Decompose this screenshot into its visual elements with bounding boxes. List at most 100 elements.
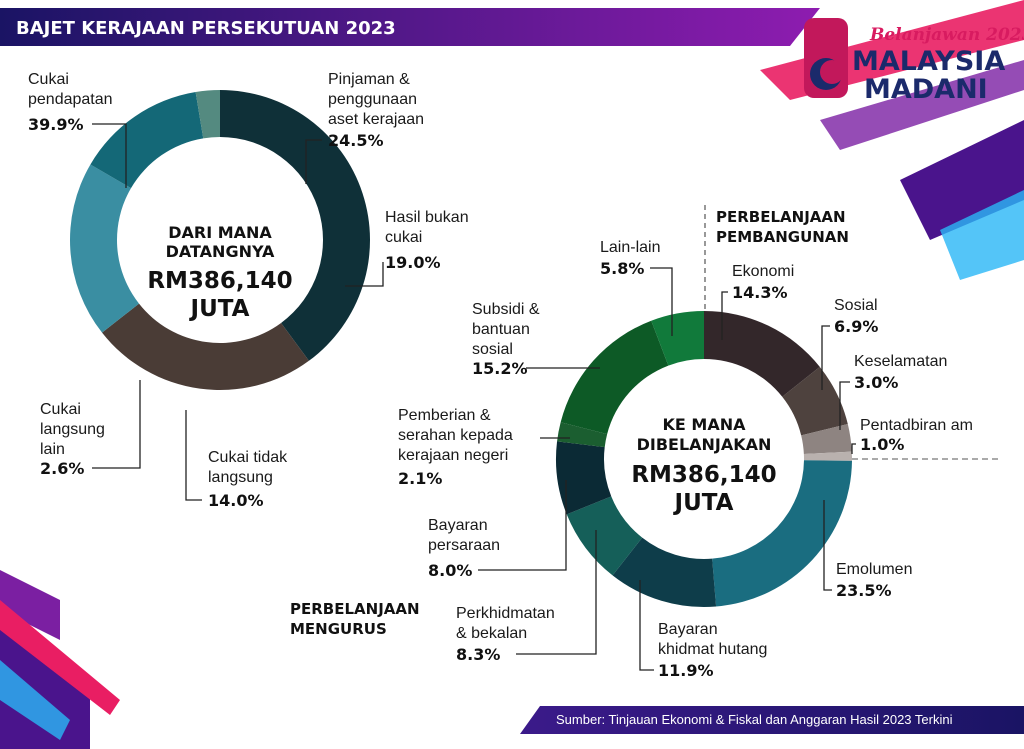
center-line-4: JUTA — [189, 296, 250, 322]
center-line-3: RM386,140 — [631, 462, 776, 488]
label-line: cukai — [385, 229, 422, 246]
label-line: langsung — [40, 421, 105, 438]
banner-shape — [0, 8, 820, 46]
revenue-donut-chart: DARI MANA DATANGNYA RM386,140 JUTA Cukai… — [28, 71, 469, 510]
label-line: kerajaan negeri — [398, 447, 508, 464]
expenditure-center-label: KE MANA DIBELANJAKAN RM386,140 JUTA — [631, 415, 776, 516]
label-bayaran-persaraan: Bayaran persaraan 8.0% — [428, 480, 567, 580]
label-line: Ekonomi — [732, 263, 794, 280]
label-line: persaraan — [428, 537, 500, 554]
logo-line1: MALAYSIA — [852, 46, 1005, 77]
label-line: Subsidi & — [472, 301, 540, 318]
label-line: bantuan — [472, 321, 530, 338]
label-line: langsung — [208, 469, 273, 486]
label-line: Cukai — [28, 71, 69, 88]
label-line: khidmat hutang — [658, 641, 767, 658]
donut-slice — [566, 496, 643, 576]
label-bayaran-khidmat-hutang: Bayaran khidmat hutang 11.9% — [639, 580, 767, 680]
center-line-4: JUTA — [673, 490, 734, 516]
label-perkhidmatan-bekalan: Perkhidmatan & bekalan 8.3% — [456, 530, 597, 664]
donut-slice — [102, 303, 309, 390]
label-line: Pentadbiran am — [860, 417, 973, 434]
group-line: PEMBANGUNAN — [716, 228, 849, 246]
value-label: 23.5% — [836, 581, 892, 600]
group-line: MENGURUS — [290, 620, 387, 638]
label-line: Pinjaman & — [328, 71, 410, 88]
donut-slice — [90, 91, 204, 189]
malaysia-madani-logo: Belanjawan 2023 MALAYSIA MADANI — [804, 18, 1024, 105]
value-label: 11.9% — [658, 661, 714, 680]
value-label: 6.9% — [834, 317, 878, 336]
label-pinjaman: Pinjaman & penggunaan aset kerajaan 24.5% — [305, 71, 424, 184]
label-line: Perkhidmatan — [456, 605, 555, 622]
value-label: 39.9% — [28, 115, 84, 134]
value-label: 15.2% — [472, 359, 528, 378]
label-line: Keselamatan — [854, 353, 947, 370]
donut-slice — [712, 460, 852, 607]
svg-text:Perkhidmatan& bekalan: Perkhidmatan & bekalan — [456, 605, 555, 642]
donut-slice — [560, 320, 669, 435]
donut-slice — [220, 90, 370, 361]
center-line-2: DIBELANJAKAN — [637, 435, 772, 454]
donut-slice — [69, 164, 140, 333]
value-label: 3.0% — [854, 373, 898, 392]
label-line: Hasil bukan — [385, 209, 469, 226]
label-subsidi: Subsidi & bantuan sosial 15.2% — [472, 301, 600, 378]
label-line: Emolumen — [836, 561, 912, 578]
label-ekonomi: Ekonomi 14.3% — [721, 263, 794, 340]
value-label: 24.5% — [328, 131, 384, 150]
label-hasil-bukan-cukai: Hasil bukan cukai 19.0% — [345, 209, 469, 287]
donut-slice — [195, 90, 220, 139]
logo-line2: MADANI — [864, 74, 988, 105]
value-label: 2.6% — [40, 459, 84, 478]
label-lain-lain: Lain-lain 5.8% — [600, 239, 673, 336]
value-label: 8.0% — [428, 561, 472, 580]
label-line: serahan kepada — [398, 427, 513, 444]
value-label: 1.0% — [860, 435, 904, 454]
donut-slice — [803, 451, 853, 461]
label-line: pendapatan — [28, 91, 113, 108]
label-line: & bekalan — [456, 625, 527, 642]
expenditure-donut-chart: KE MANA DIBELANJAKAN RM386,140 JUTA PERB… — [290, 205, 1000, 680]
footer-bar: Sumber: Tinjauan Ekonomi & Fiskal dan An… — [520, 706, 1024, 734]
label-line: Lain-lain — [600, 239, 660, 256]
logo-script: Belanjawan 2023 — [869, 25, 1024, 45]
label-line: Pemberian & — [398, 407, 491, 424]
header-banner: BAJET KERAJAAN PERSEKUTUAN 2023 — [0, 8, 820, 46]
donut-slice — [704, 311, 820, 397]
label-sosial: Sosial 6.9% — [821, 297, 878, 390]
donut-slice — [651, 311, 704, 366]
value-label: 19.0% — [385, 253, 441, 272]
group-label-pembangunan: PERBELANJAAN PEMBANGUNAN — [716, 208, 849, 246]
label-line: penggunaan — [328, 91, 417, 108]
revenue-center-label: DARI MANA DATANGNYA RM386,140 JUTA — [147, 223, 292, 322]
value-label: 8.3% — [456, 645, 500, 664]
label-emolumen: Emolumen 23.5% — [823, 500, 912, 600]
label-line: sosial — [472, 341, 513, 358]
label-line: Cukai tidak — [208, 449, 288, 466]
donut-slice — [557, 422, 608, 448]
label-line: Bayaran — [658, 621, 718, 638]
label-line: Cukai — [40, 401, 81, 418]
center-line-3: RM386,140 — [147, 268, 292, 294]
value-label: 2.1% — [398, 469, 442, 488]
center-line-1: DARI MANA — [168, 223, 272, 242]
donut-slice — [801, 423, 852, 454]
group-label-mengurus: PERBELANJAAN MENGURUS — [290, 600, 420, 638]
value-label: 5.8% — [600, 259, 644, 278]
donut-slice — [612, 537, 717, 607]
group-line: PERBELANJAAN — [290, 600, 420, 618]
decor-bottom-left — [0, 570, 120, 749]
center-line-1: KE MANA — [663, 415, 747, 434]
page-title: BAJET KERAJAAN PERSEKUTUAN 2023 — [16, 18, 396, 39]
group-line: PERBELANJAAN — [716, 208, 846, 226]
label-cukai-pendapatan: Cukai pendapatan 39.9% — [28, 71, 127, 188]
